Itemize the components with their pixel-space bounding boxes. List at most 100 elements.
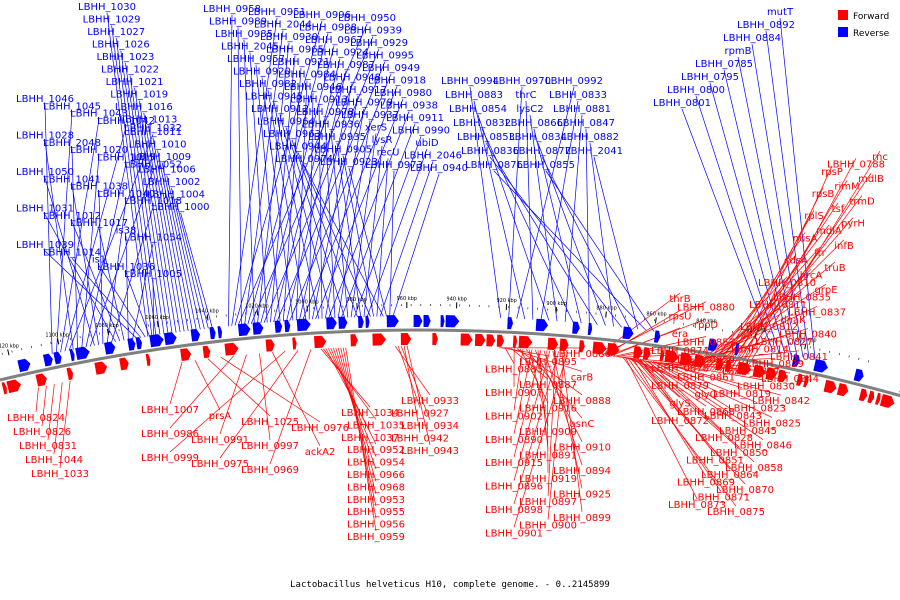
gene-label: LBHH_1045 [43, 101, 101, 112]
gene-label: LBHH_0938 [380, 101, 438, 112]
gene-label: LBHH_1020 [70, 145, 128, 156]
gene-label: LBHH_0895 [519, 357, 577, 368]
gene-label: LBHH_1029 [83, 15, 141, 26]
forward-gene-arrow [547, 337, 559, 351]
scale-tick-label: 860 kbp [646, 311, 666, 317]
forward-gene-arrow [578, 340, 585, 353]
gene-label: LBHH_0939 [344, 26, 402, 37]
leader-line [589, 142, 614, 327]
gene-label: LBHH_0989 [209, 17, 267, 28]
leader-line [257, 42, 290, 324]
leader-line [273, 102, 320, 319]
gene-label: LBHH_0880 [677, 303, 735, 314]
leader-line [297, 152, 371, 317]
leader-line [308, 92, 314, 320]
gene-label: LBHH_0859 [677, 355, 735, 366]
gene-label: LBHH_1007 [141, 405, 199, 416]
forward-gene-arrow [664, 350, 679, 364]
scale-tick [106, 328, 109, 336]
gene-label: LBHH_0986 [141, 429, 199, 440]
gene-label: hrcA [800, 270, 823, 281]
leader-line [516, 348, 583, 396]
leader-line [473, 100, 526, 320]
leader-line [312, 95, 359, 320]
leader-line [106, 12, 149, 337]
gene-label: LBHH_0935 [308, 132, 366, 143]
leader-line [247, 33, 329, 325]
gene-label: LBHH_0826 [13, 427, 71, 438]
leader-line [660, 362, 782, 396]
reverse-gene-arrow [572, 321, 580, 334]
gene-label: LBHH_0890 [485, 435, 543, 446]
leader-line [336, 142, 362, 318]
leader-line [35, 387, 39, 413]
leader-line [44, 214, 116, 343]
forward-gene-arrow [400, 333, 412, 346]
forward-gene-arrow [119, 357, 129, 371]
leader-line [561, 351, 583, 512]
forward-gene-arrow [518, 335, 533, 349]
gene-label: LBHH_0835 [773, 293, 831, 304]
leader-line [143, 112, 181, 333]
gene-label: rpsP [821, 167, 843, 178]
gene-label: LBHH_0913 [290, 95, 348, 106]
reverse-gene-arrow [190, 328, 201, 342]
gene-label: LBHH_0825 [743, 418, 801, 429]
forward-gene-arrow [765, 367, 777, 381]
leader-line [249, 52, 268, 323]
leader-line [528, 349, 549, 427]
leader-line [630, 358, 746, 485]
gene-label: LBHH_1017 [70, 218, 128, 229]
gene-label: lysR [372, 135, 393, 146]
leader-line [665, 362, 767, 381]
forward-gene-arrow [314, 335, 327, 349]
gene-label: LBHH_0917 [329, 85, 387, 96]
leader-line [406, 345, 431, 446]
reverse-gene-arrow [622, 326, 634, 340]
leader-line [513, 349, 533, 434]
leader-line [637, 359, 755, 463]
gene-label: LBHH_0969 [241, 465, 299, 476]
leader-line [704, 261, 836, 370]
leader-line [318, 105, 323, 319]
leader-line [111, 207, 154, 343]
gene-label: LBHH_1044 [25, 455, 83, 466]
gene-label: LBHH_0846 [734, 441, 792, 452]
gene-label: LBHH_0879 [651, 381, 709, 392]
leader-line [765, 30, 810, 359]
leader-line [175, 200, 209, 329]
gene-label: LBHH_0923 [320, 157, 378, 168]
gene-label: LBHH_0833 [549, 90, 607, 101]
gene-label: LBHH_0990 [392, 126, 450, 137]
legend-label-forward: Forward [853, 12, 889, 22]
scale-tick [654, 317, 657, 324]
gene-label: LBHH_0997 [241, 441, 299, 452]
forward-gene-arrow [35, 373, 47, 387]
leader-line [741, 150, 881, 376]
gene-label: LBHH_1005 [124, 269, 182, 280]
gene-label: frr [814, 248, 826, 259]
gene-label: is38 [116, 225, 137, 236]
gene-label: LBHH_0984 [278, 70, 336, 81]
leader-line [622, 357, 737, 507]
gene-label: LBHH_1030 [78, 2, 136, 13]
gene-label: LBHH_0834 [509, 132, 567, 143]
reverse-gene-arrow [149, 334, 164, 348]
reverse-gene-arrow [284, 319, 291, 333]
forward-gene-arrow [496, 334, 505, 347]
leader-line [529, 114, 558, 322]
gene-label: LBHH_0869 [677, 478, 735, 489]
forward-gene-arrow [858, 388, 868, 402]
gene-label: LBHH_0841 [770, 352, 828, 363]
gene-label: LBHH_1038 [70, 182, 128, 193]
leader-line [719, 217, 854, 372]
leader-line [44, 250, 138, 339]
reverse-gene-arrow [127, 338, 136, 351]
scale-tick-label: 940 kbp [447, 296, 467, 302]
gene-label: LBHH_0918 [368, 76, 426, 87]
leader-line [302, 86, 398, 320]
gene-label: LBHH_0942 [391, 434, 449, 445]
leader-line [657, 361, 758, 403]
leader-line [552, 350, 583, 489]
forward-gene-arrow [715, 357, 724, 371]
